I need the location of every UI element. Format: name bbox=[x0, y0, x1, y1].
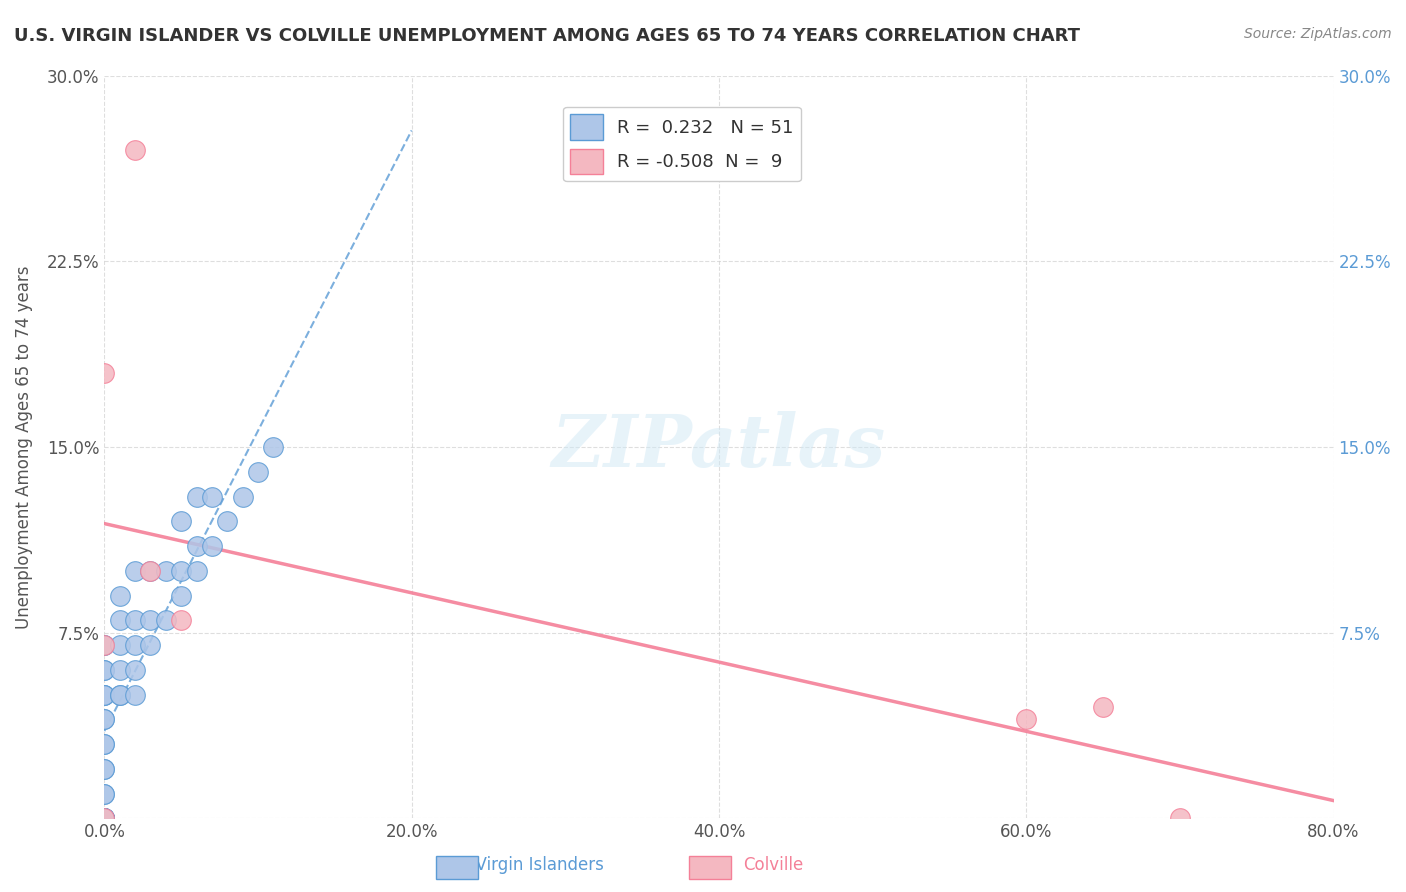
Point bbox=[170, 514, 193, 528]
Point bbox=[93, 366, 115, 380]
Point bbox=[1015, 713, 1038, 727]
Point bbox=[93, 713, 115, 727]
Point bbox=[186, 539, 208, 553]
Point bbox=[93, 688, 115, 702]
Point bbox=[201, 539, 224, 553]
Point bbox=[93, 762, 115, 776]
Text: Source: ZipAtlas.com: Source: ZipAtlas.com bbox=[1244, 27, 1392, 41]
Point bbox=[108, 688, 131, 702]
Point bbox=[217, 514, 239, 528]
Point bbox=[93, 812, 115, 826]
Legend: R =  0.232   N = 51, R = -0.508  N =  9: R = 0.232 N = 51, R = -0.508 N = 9 bbox=[564, 107, 801, 181]
Point bbox=[186, 564, 208, 578]
Point bbox=[1092, 700, 1115, 714]
Text: U.S. VIRGIN ISLANDER VS COLVILLE UNEMPLOYMENT AMONG AGES 65 TO 74 YEARS CORRELAT: U.S. VIRGIN ISLANDER VS COLVILLE UNEMPLO… bbox=[14, 27, 1080, 45]
Point bbox=[93, 663, 115, 677]
Point bbox=[93, 663, 115, 677]
Point bbox=[108, 663, 131, 677]
Point bbox=[108, 613, 131, 627]
Point bbox=[93, 812, 115, 826]
Point bbox=[93, 638, 115, 652]
Point bbox=[139, 613, 162, 627]
Point bbox=[186, 490, 208, 504]
Point bbox=[124, 143, 146, 157]
Point bbox=[124, 688, 146, 702]
Point bbox=[93, 812, 115, 826]
Point bbox=[93, 688, 115, 702]
Point bbox=[170, 589, 193, 603]
Point bbox=[155, 613, 177, 627]
Point bbox=[93, 812, 115, 826]
Point bbox=[93, 737, 115, 751]
Point bbox=[1168, 812, 1191, 826]
Point bbox=[93, 812, 115, 826]
Point bbox=[93, 638, 115, 652]
Point bbox=[262, 440, 284, 454]
Point bbox=[124, 564, 146, 578]
Text: U.S. Virgin Islanders: U.S. Virgin Islanders bbox=[437, 856, 603, 874]
Point bbox=[201, 490, 224, 504]
Point bbox=[93, 787, 115, 801]
Point bbox=[93, 812, 115, 826]
Point bbox=[124, 638, 146, 652]
Point bbox=[93, 713, 115, 727]
Text: ZIPatlas: ZIPatlas bbox=[553, 411, 886, 483]
Point bbox=[232, 490, 254, 504]
Point bbox=[139, 564, 162, 578]
Point bbox=[108, 589, 131, 603]
Text: Colville: Colville bbox=[744, 856, 803, 874]
Point bbox=[155, 564, 177, 578]
Point bbox=[93, 762, 115, 776]
Point bbox=[108, 638, 131, 652]
Point bbox=[93, 812, 115, 826]
Point bbox=[170, 613, 193, 627]
Point bbox=[124, 663, 146, 677]
Point bbox=[93, 812, 115, 826]
Point bbox=[247, 465, 270, 479]
Point bbox=[93, 688, 115, 702]
Point bbox=[93, 737, 115, 751]
Point bbox=[93, 787, 115, 801]
Point bbox=[139, 638, 162, 652]
Point bbox=[93, 812, 115, 826]
Y-axis label: Unemployment Among Ages 65 to 74 years: Unemployment Among Ages 65 to 74 years bbox=[15, 265, 32, 629]
Point bbox=[139, 564, 162, 578]
Point bbox=[124, 613, 146, 627]
Point bbox=[93, 638, 115, 652]
Point bbox=[170, 564, 193, 578]
Point bbox=[108, 688, 131, 702]
